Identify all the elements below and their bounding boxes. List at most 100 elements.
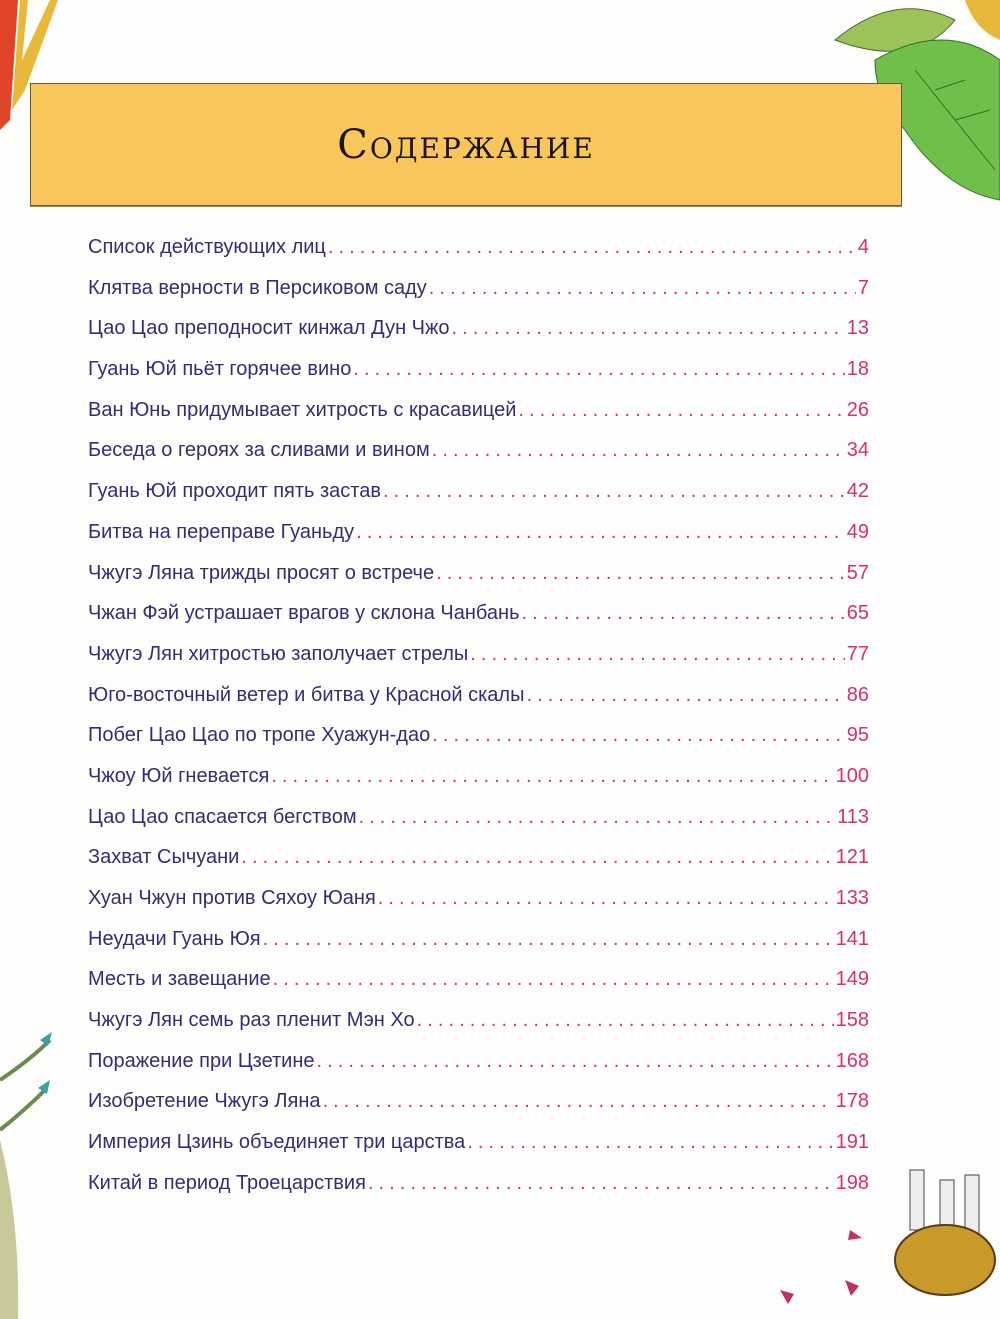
toc-entry-title: Хуан Чжун против Сяхоу Юаня: [88, 887, 376, 909]
dot-leader: [467, 1131, 833, 1154]
dot-leader: [356, 521, 845, 544]
toc-entry-page: 34: [846, 439, 869, 462]
toc-entry-title: Цао Цао спасается бегством: [88, 805, 357, 828]
toc-entry-page: 42: [846, 480, 869, 503]
toc-entry-page: 198: [835, 1171, 869, 1194]
toc-entry-title: Империя Цзинь объединяет три царства: [88, 1131, 466, 1154]
toc-entry[interactable]: Цао Цао преподносит кинжал Дун Чжо 13: [88, 317, 869, 358]
table-of-contents: Список действующих лиц 4 Клятва верности в…: [88, 236, 869, 1213]
toc-entry[interactable]: Ван Юнь придумывает хитрость с красавице…: [88, 399, 869, 440]
toc-entry-page: 57: [846, 561, 869, 584]
toc-entry[interactable]: Чжугэ Лян хитростью заполучает стрелы 77: [88, 643, 869, 684]
leaves-illustration: [834, 0, 1000, 201]
dot-leader: [359, 806, 836, 829]
tree-trunk-illustration: [0, 1032, 52, 1319]
toc-entry-page: 86: [846, 683, 869, 706]
dot-leader: [353, 358, 844, 381]
toc-entry-title: Чжан Фэй устрашает врагов у склона Чанба…: [88, 602, 520, 625]
toc-entry-title: Гуань Юй проходит пять застав: [88, 480, 381, 503]
toc-entry[interactable]: Хуан Чжун против Сяхоу Юаня 133: [88, 887, 869, 928]
toc-entry-title: Список действующих лиц: [88, 236, 326, 258]
toc-entry[interactable]: Месть и завещание 149: [88, 968, 869, 1009]
toc-entry[interactable]: Поражение при Цзетине 168: [88, 1050, 869, 1091]
toc-entry[interactable]: Клятва верности в Персиковом саду 7: [88, 277, 869, 318]
toc-entry-title: Изобретение Чжугэ Ляна: [88, 1090, 321, 1113]
toc-entry-page: 95: [846, 724, 869, 747]
toc-entry-page: 4: [857, 236, 869, 258]
dot-leader: [429, 277, 856, 300]
toc-entry-page: 77: [846, 642, 869, 665]
dot-leader: [273, 968, 834, 991]
dot-leader: [368, 1172, 834, 1195]
dot-leader: [271, 765, 833, 788]
toc-entry-title: Чжоу Юй гневается: [88, 764, 270, 787]
toc-entry[interactable]: Чжугэ Лян семь раз пленит Мэн Хо 158: [88, 1009, 869, 1050]
toc-entry[interactable]: Империя Цзинь объединяет три царства 191: [88, 1131, 869, 1172]
dot-leader: [436, 562, 845, 585]
toc-entry-page: 113: [837, 805, 869, 828]
toc-entry[interactable]: Юго-восточный ветер и битва у Красной ск…: [88, 684, 869, 725]
toc-entry[interactable]: Гуань Юй пьёт горячее вино 18: [88, 358, 869, 399]
toc-entry-page: 13: [846, 317, 869, 340]
toc-entry[interactable]: Чжоу Юй гневается 100: [88, 765, 869, 806]
toc-entry[interactable]: Неудачи Гуань Юя 141: [88, 928, 869, 969]
dot-leader: [317, 1050, 834, 1073]
toc-entry[interactable]: Чжугэ Ляна трижды просят о встрече 57: [88, 562, 869, 603]
pot-with-scrolls-illustration: [780, 1169, 996, 1304]
toc-entry-title: Побег Цао Цао по тропе Хуажун-дао: [88, 724, 431, 747]
toc-entry-title: Юго-восточный ветер и битва у Красной ск…: [88, 683, 525, 706]
toc-entry-title: Захват Сычуани: [88, 846, 240, 869]
toc-entry[interactable]: Гуань Юй проходит пять застав 42: [88, 480, 869, 521]
dot-leader: [470, 643, 845, 666]
toc-entry[interactable]: Битва на переправе Гуаньду 49: [88, 521, 869, 562]
toc-entry-title: Чжугэ Ляна трижды просят о встрече: [88, 561, 435, 584]
toc-entry-title: Чжугэ Лян хитростью заполучает стрелы: [88, 642, 469, 665]
toc-entry-page: 49: [846, 520, 869, 543]
toc-entry-title: Поражение при Цзетине: [88, 1049, 315, 1072]
toc-entry[interactable]: Чжан Фэй устрашает врагов у склона Чанба…: [88, 602, 869, 643]
toc-entry-page: 191: [835, 1131, 869, 1154]
toc-entry-title: Неудачи Гуань Юя: [88, 927, 261, 950]
dot-leader: [383, 480, 845, 503]
toc-entry-page: 158: [835, 1009, 869, 1032]
toc-entry-page: 168: [835, 1049, 869, 1072]
toc-entry-title: Ван Юнь придумывает хитрость с красавице…: [88, 398, 517, 421]
dot-leader: [241, 846, 833, 869]
toc-entry-title: Беседа о героях за сливами и вином: [88, 439, 430, 462]
toc-entry-title: Китай в период Троецарствия: [88, 1171, 366, 1194]
toc-entry-page: 149: [835, 968, 869, 991]
dot-leader: [263, 928, 834, 951]
title-banner: Содержание: [30, 83, 902, 206]
toc-entry-page: 100: [835, 764, 869, 787]
dot-leader: [526, 684, 844, 707]
dot-leader: [432, 724, 845, 747]
toc-entry-page: 141: [835, 927, 869, 950]
toc-entry-page: 7: [857, 276, 869, 299]
tree-branch-illustration: [0, 0, 58, 130]
dot-leader: [378, 887, 834, 910]
toc-entry-title: Месть и завещание: [88, 968, 271, 991]
toc-entry[interactable]: Изобретение Чжугэ Ляна 178: [88, 1090, 869, 1131]
toc-entry[interactable]: Побег Цао Цао по тропе Хуажун-дао 95: [88, 724, 869, 765]
toc-entry-title: Битва на переправе Гуаньду: [88, 520, 355, 543]
dot-leader: [417, 1009, 834, 1032]
dot-leader: [432, 439, 845, 462]
dot-leader: [323, 1090, 834, 1113]
dot-leader: [328, 236, 856, 259]
toc-entry-page: 178: [835, 1090, 869, 1113]
toc-entry-page: 26: [846, 398, 869, 421]
toc-entry-page: 65: [846, 602, 869, 625]
toc-entry[interactable]: Цао Цао спасается бегством 113: [88, 806, 869, 847]
toc-entry[interactable]: Список действующих лиц 4: [88, 236, 869, 277]
dot-leader: [452, 317, 845, 340]
toc-entry-title: Чжугэ Лян семь раз пленит Мэн Хо: [88, 1009, 415, 1032]
dot-leader: [518, 399, 844, 422]
toc-entry[interactable]: Китай в период Троецарствия 198: [88, 1172, 869, 1213]
page-title: Содержание: [337, 122, 595, 168]
toc-entry-page: 121: [835, 846, 869, 869]
toc-entry[interactable]: Захват Сычуани 121: [88, 846, 869, 887]
toc-entry-title: Цао Цао преподносит кинжал Дун Чжо: [88, 317, 450, 340]
toc-entry-page: 18: [846, 358, 869, 381]
toc-entry[interactable]: Беседа о героях за сливами и вином 34: [88, 439, 869, 480]
dot-leader: [521, 602, 844, 625]
